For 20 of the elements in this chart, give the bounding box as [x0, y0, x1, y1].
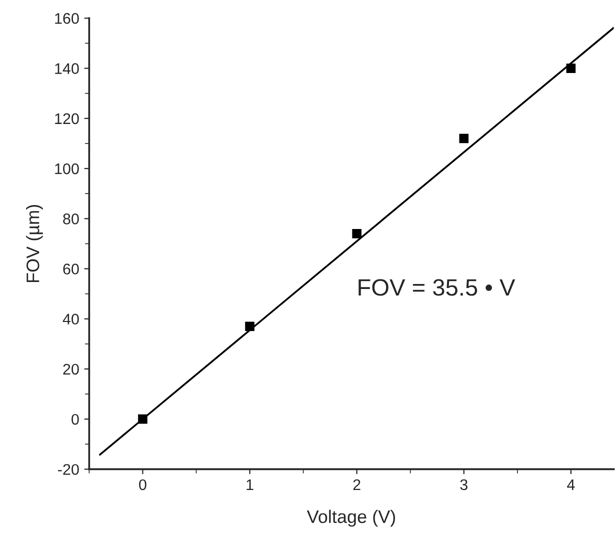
- x-tick-label: 4: [567, 479, 575, 490]
- point: [459, 134, 469, 144]
- y-tick-label: 120: [55, 113, 79, 124]
- y-tick-label: 100: [55, 163, 79, 174]
- x-tick-label: 3: [460, 479, 468, 490]
- point: [352, 229, 362, 238]
- x-axis-title: Voltage (V): [306, 510, 396, 527]
- y-tick-label: 140: [55, 63, 79, 74]
- y-tick-label: 160: [55, 13, 79, 24]
- y-tick-label: -20: [58, 464, 79, 475]
- x-tick-label: 0: [139, 479, 146, 490]
- y-axis-title: FOV (µm): [26, 205, 43, 282]
- y-tick-label: 20: [63, 364, 79, 375]
- y-tick-label: 60: [63, 264, 79, 274]
- x-tick-label: 2: [353, 479, 360, 490]
- y-tick-label: 80: [63, 214, 79, 224]
- annotation: FOV = 35.5 • V: [358, 279, 516, 296]
- y-tick-label: 40: [62, 314, 79, 325]
- x-tick-label: 1: [246, 479, 254, 490]
- y-tick-label: 0: [72, 414, 79, 425]
